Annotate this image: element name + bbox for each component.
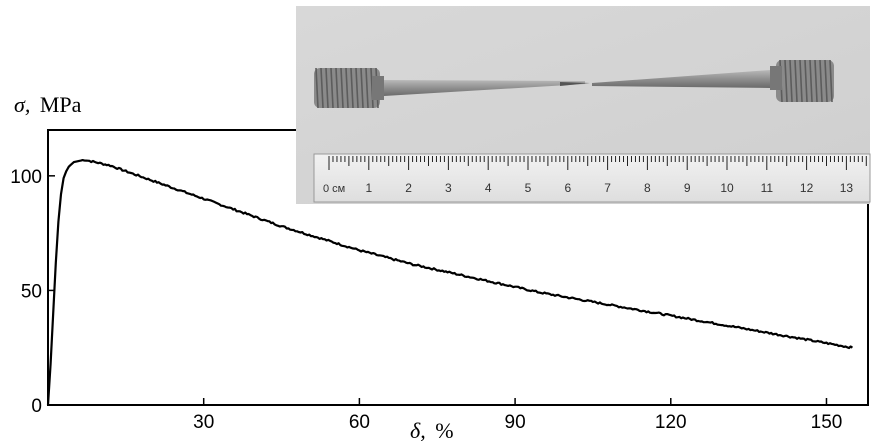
thread-line [789, 59, 793, 103]
ruler: 0 см 1 2 3 4 5 6 7 8 9 10 11 12 13 [313, 153, 871, 203]
specimen-left-shank [384, 80, 585, 96]
ruler-number: 1 [365, 181, 372, 195]
thread-line [340, 67, 344, 109]
specimen-left-head [314, 67, 384, 109]
thread-line [335, 67, 339, 109]
ruler-number: 13 [840, 181, 854, 195]
x-tick-label: 120 [655, 412, 687, 433]
thread-line [315, 67, 319, 109]
ruler-number: 3 [445, 181, 452, 195]
thread-line [350, 67, 354, 109]
y-tick-label: 100 [10, 167, 42, 188]
thread-line [829, 59, 833, 103]
ruler-number: 7 [604, 181, 611, 195]
ruler-number: 4 [485, 181, 492, 195]
thread-line [330, 67, 334, 109]
specimen-right-shank [592, 70, 770, 88]
x-tick-label: 60 [349, 412, 370, 433]
y-tick-label: 50 [21, 281, 42, 302]
thread-line [809, 59, 813, 103]
y-tick-label: 0 [31, 396, 42, 417]
thread-line [320, 67, 324, 109]
thread-line [355, 67, 359, 109]
thread-line [784, 59, 788, 103]
axis-ticks: 30 60 90 120 150 0 50 100 [10, 167, 842, 433]
y-axis-label: σ, MPa [14, 92, 82, 117]
ruler-number: 2 [405, 181, 412, 195]
fracture-zone [560, 82, 590, 86]
ruler-number: 5 [525, 181, 532, 195]
thread-line [360, 67, 364, 109]
ruler-number: 6 [564, 181, 571, 195]
thread-line [799, 59, 803, 103]
ruler-number: 10 [720, 181, 734, 195]
ruler-number: 9 [684, 181, 691, 195]
thread-line [365, 67, 369, 109]
ruler-number: 8 [644, 181, 651, 195]
thread-line [794, 59, 798, 103]
thread-line [814, 59, 818, 103]
thread-line [804, 59, 808, 103]
x-axis-label: δ, % [410, 418, 454, 441]
thread-line [819, 59, 823, 103]
thread-line [325, 67, 329, 109]
ruler-unit-label: 0 см [323, 183, 345, 195]
specimen-right-head [770, 59, 834, 103]
ruler-number: 11 [761, 181, 774, 195]
specimen-photo: 0 см 1 2 3 4 5 6 7 8 9 10 11 12 13 [296, 6, 871, 204]
thread-line [345, 67, 349, 109]
stress-strain-curve [46, 159, 854, 406]
x-tick-label: 30 [193, 412, 214, 433]
ruler-number: 12 [800, 181, 814, 195]
x-tick-label: 150 [811, 412, 843, 433]
x-tick-label: 90 [505, 412, 526, 433]
thread-line [824, 59, 828, 103]
